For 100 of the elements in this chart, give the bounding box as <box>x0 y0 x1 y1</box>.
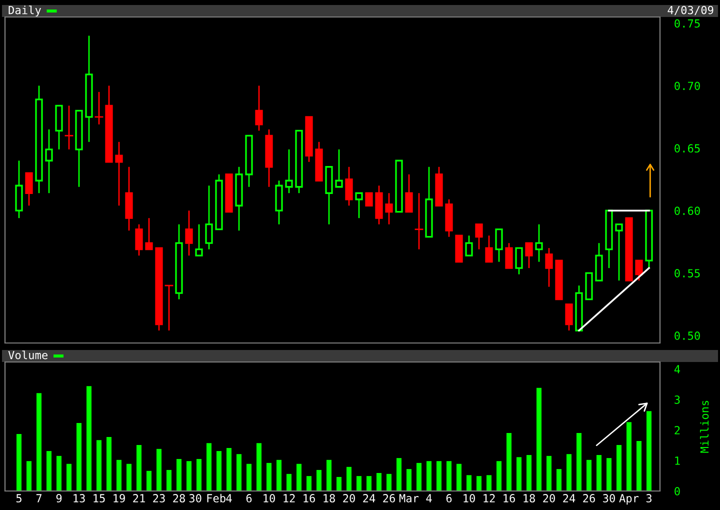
chart-title: Daily <box>8 6 42 16</box>
candlestick <box>535 224 543 263</box>
bar <box>326 460 332 491</box>
bar <box>226 448 232 491</box>
bar <box>96 440 102 491</box>
bar <box>116 460 122 491</box>
y-axis-title: Millions <box>700 400 709 453</box>
x-tick-label: 30 <box>189 494 202 502</box>
bar <box>296 464 302 491</box>
bar <box>626 422 632 491</box>
x-tick-label: 12 <box>284 494 295 502</box>
x-tick-label: 9 <box>56 494 62 502</box>
bar <box>256 443 262 491</box>
bar <box>16 434 22 491</box>
x-tick-label: 7 <box>36 494 42 502</box>
bar <box>596 455 602 491</box>
bar <box>156 448 162 491</box>
x-tick-label: 15 <box>94 494 105 502</box>
bar <box>486 475 492 491</box>
bar <box>56 456 62 491</box>
x-tick-label: 23 <box>153 494 165 502</box>
y-tick-label: 0.70 <box>674 82 700 90</box>
bar <box>26 461 32 491</box>
x-tick-label: 30 <box>603 494 615 502</box>
candlestick <box>115 141 123 206</box>
bar <box>346 466 352 491</box>
bar <box>456 464 462 491</box>
chart-title: Volume <box>8 350 48 360</box>
text: 4/03/09 <box>668 6 714 16</box>
bar <box>646 411 652 491</box>
bar <box>276 460 282 491</box>
bar <box>446 461 452 491</box>
y-tick-label: 2 <box>674 426 680 434</box>
bar <box>366 476 372 491</box>
y-tick-label: 0.55 <box>674 269 700 278</box>
x-tick-label: 20 <box>343 494 355 502</box>
x-tick-label: 4 <box>426 494 432 502</box>
bar <box>436 461 442 491</box>
bar <box>546 456 552 491</box>
y-tick-label: 0.65 <box>674 144 700 153</box>
bar <box>306 476 312 491</box>
bar <box>506 433 512 491</box>
candlestick <box>64 104 74 150</box>
x-tick-label: 6 <box>246 494 252 502</box>
y-tick-label: 3 <box>674 396 680 404</box>
x-tick-label: 24 <box>363 494 376 502</box>
x-tick-label: 28 <box>173 494 185 502</box>
x-tick-label: Mar <box>399 494 419 502</box>
x-tick-label: 13 <box>74 494 85 502</box>
x-tick-label: 18 <box>524 494 535 502</box>
bar <box>616 444 622 491</box>
bar <box>46 451 52 491</box>
x-tick-label: 6 <box>446 494 452 502</box>
candlestick <box>85 35 93 143</box>
x-tick-label: 19 <box>114 494 125 502</box>
bar <box>576 433 582 491</box>
x-tick-label: Apr <box>619 494 639 505</box>
bar <box>216 451 222 491</box>
bar <box>36 393 42 491</box>
x-tick-label: 4 <box>226 494 232 502</box>
bar <box>496 461 502 491</box>
bar <box>186 461 192 491</box>
bar <box>536 388 542 491</box>
bar <box>526 455 532 491</box>
bar <box>516 457 522 491</box>
bar <box>86 386 92 491</box>
y-tick-label: 0.50 <box>674 332 700 340</box>
x-tick-label: 10 <box>464 494 475 502</box>
x-tick-label: 16 <box>504 494 515 502</box>
x-tick-label: 12 <box>484 494 495 502</box>
bar <box>396 458 402 491</box>
bar <box>476 476 482 491</box>
bar <box>636 440 642 491</box>
bar <box>176 458 182 491</box>
x-tick-label: 18 <box>324 494 335 502</box>
x-tick-label: 24 <box>563 494 576 502</box>
y-tick-label: 1 <box>675 456 680 465</box>
bar <box>466 475 472 491</box>
bar <box>136 444 142 491</box>
x-tick-label: 21 <box>133 494 145 502</box>
candlestick <box>385 192 393 226</box>
bar <box>416 462 422 491</box>
candlestick <box>45 128 53 194</box>
candlestick <box>125 166 133 232</box>
x-tick-label: 20 <box>543 494 555 502</box>
candlestick <box>414 192 424 250</box>
bar <box>316 470 322 491</box>
bar <box>356 476 362 491</box>
bar <box>76 422 82 491</box>
bar <box>336 476 342 491</box>
bar <box>126 464 132 491</box>
bar <box>426 461 432 491</box>
bar <box>166 470 172 491</box>
y-tick-label: 0 <box>674 487 680 496</box>
bar <box>206 443 212 491</box>
bar <box>246 464 252 491</box>
bar <box>106 437 112 491</box>
bar <box>146 470 152 491</box>
bar <box>606 458 612 491</box>
bar <box>586 460 592 491</box>
